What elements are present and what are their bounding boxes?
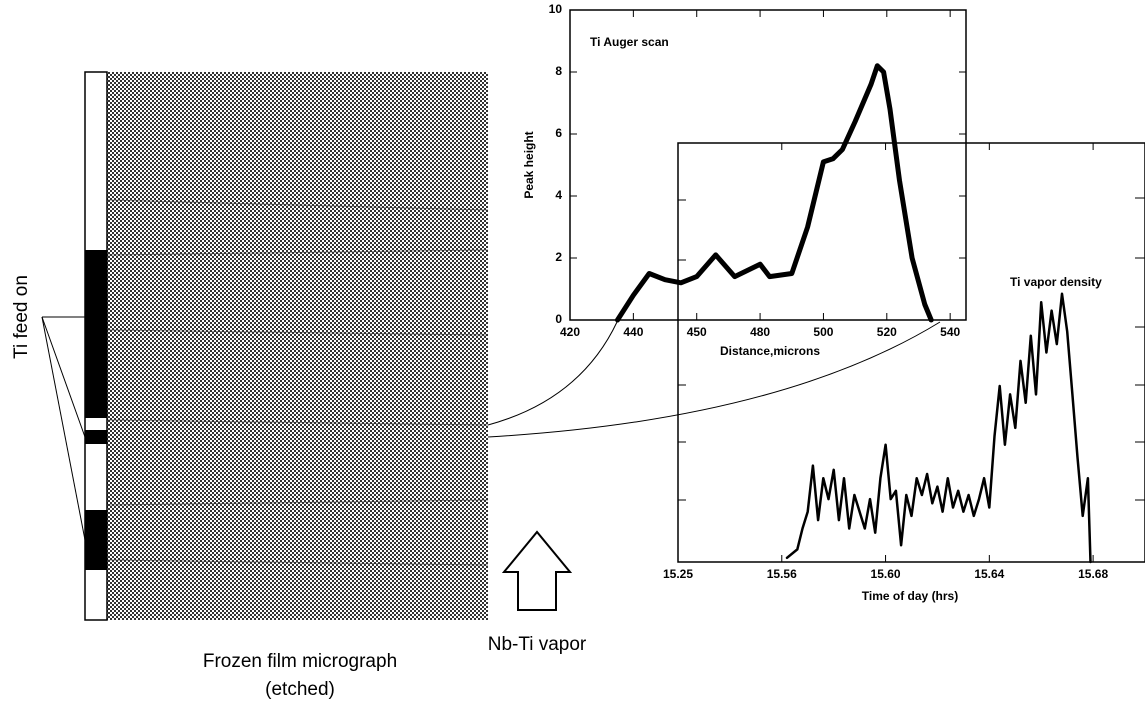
data-line (785, 292, 1092, 564)
x-tick-label: 520 (877, 325, 897, 339)
x-axis-label: Time of day (hrs) (862, 589, 958, 603)
y-tick-label: 8 (555, 64, 562, 78)
chart-title: Ti Auger scan (590, 35, 669, 49)
data-line (615, 63, 934, 323)
micrograph-streaks (106, 199, 489, 566)
y-tick-label: 2 (555, 250, 562, 264)
x-tick-label: 440 (623, 325, 643, 339)
x-axis-label: Distance,microns (720, 344, 820, 358)
y-tick-label: 6 (555, 126, 562, 140)
x-tick-label: 540 (940, 325, 960, 339)
chart-title: Ti vapor density (1010, 275, 1102, 289)
feed-strip (84, 71, 108, 621)
feed-label: Ti feed on (11, 275, 32, 359)
vapor-arrow (501, 530, 573, 611)
micrograph (107, 72, 488, 620)
y-tick-label: 4 (555, 188, 562, 202)
x-tick-label: 15.68 (1078, 567, 1108, 581)
vapor-label: Nb-Ti vapor (488, 634, 587, 655)
y-tick-label: 10 (549, 2, 563, 16)
plot-frame (677, 142, 1145, 563)
x-tick-label: 15.64 (974, 567, 1004, 581)
x-tick-label: 420 (560, 325, 580, 339)
x-tick-label: 480 (750, 325, 770, 339)
y-tick-label: 0 (555, 312, 562, 326)
y-axis-label: Peak height (522, 131, 536, 198)
x-tick-label: 15.25 (663, 567, 693, 581)
micrograph-label: Frozen film micrograph (203, 651, 397, 672)
x-tick-label: 450 (687, 325, 707, 339)
x-tick-label: 15.56 (767, 567, 797, 581)
plot-frame (569, 9, 967, 321)
micrograph-note: (etched) (265, 679, 335, 700)
x-tick-label: 500 (813, 325, 833, 339)
connectors (41, 316, 941, 541)
x-tick-label: 15.60 (871, 567, 901, 581)
